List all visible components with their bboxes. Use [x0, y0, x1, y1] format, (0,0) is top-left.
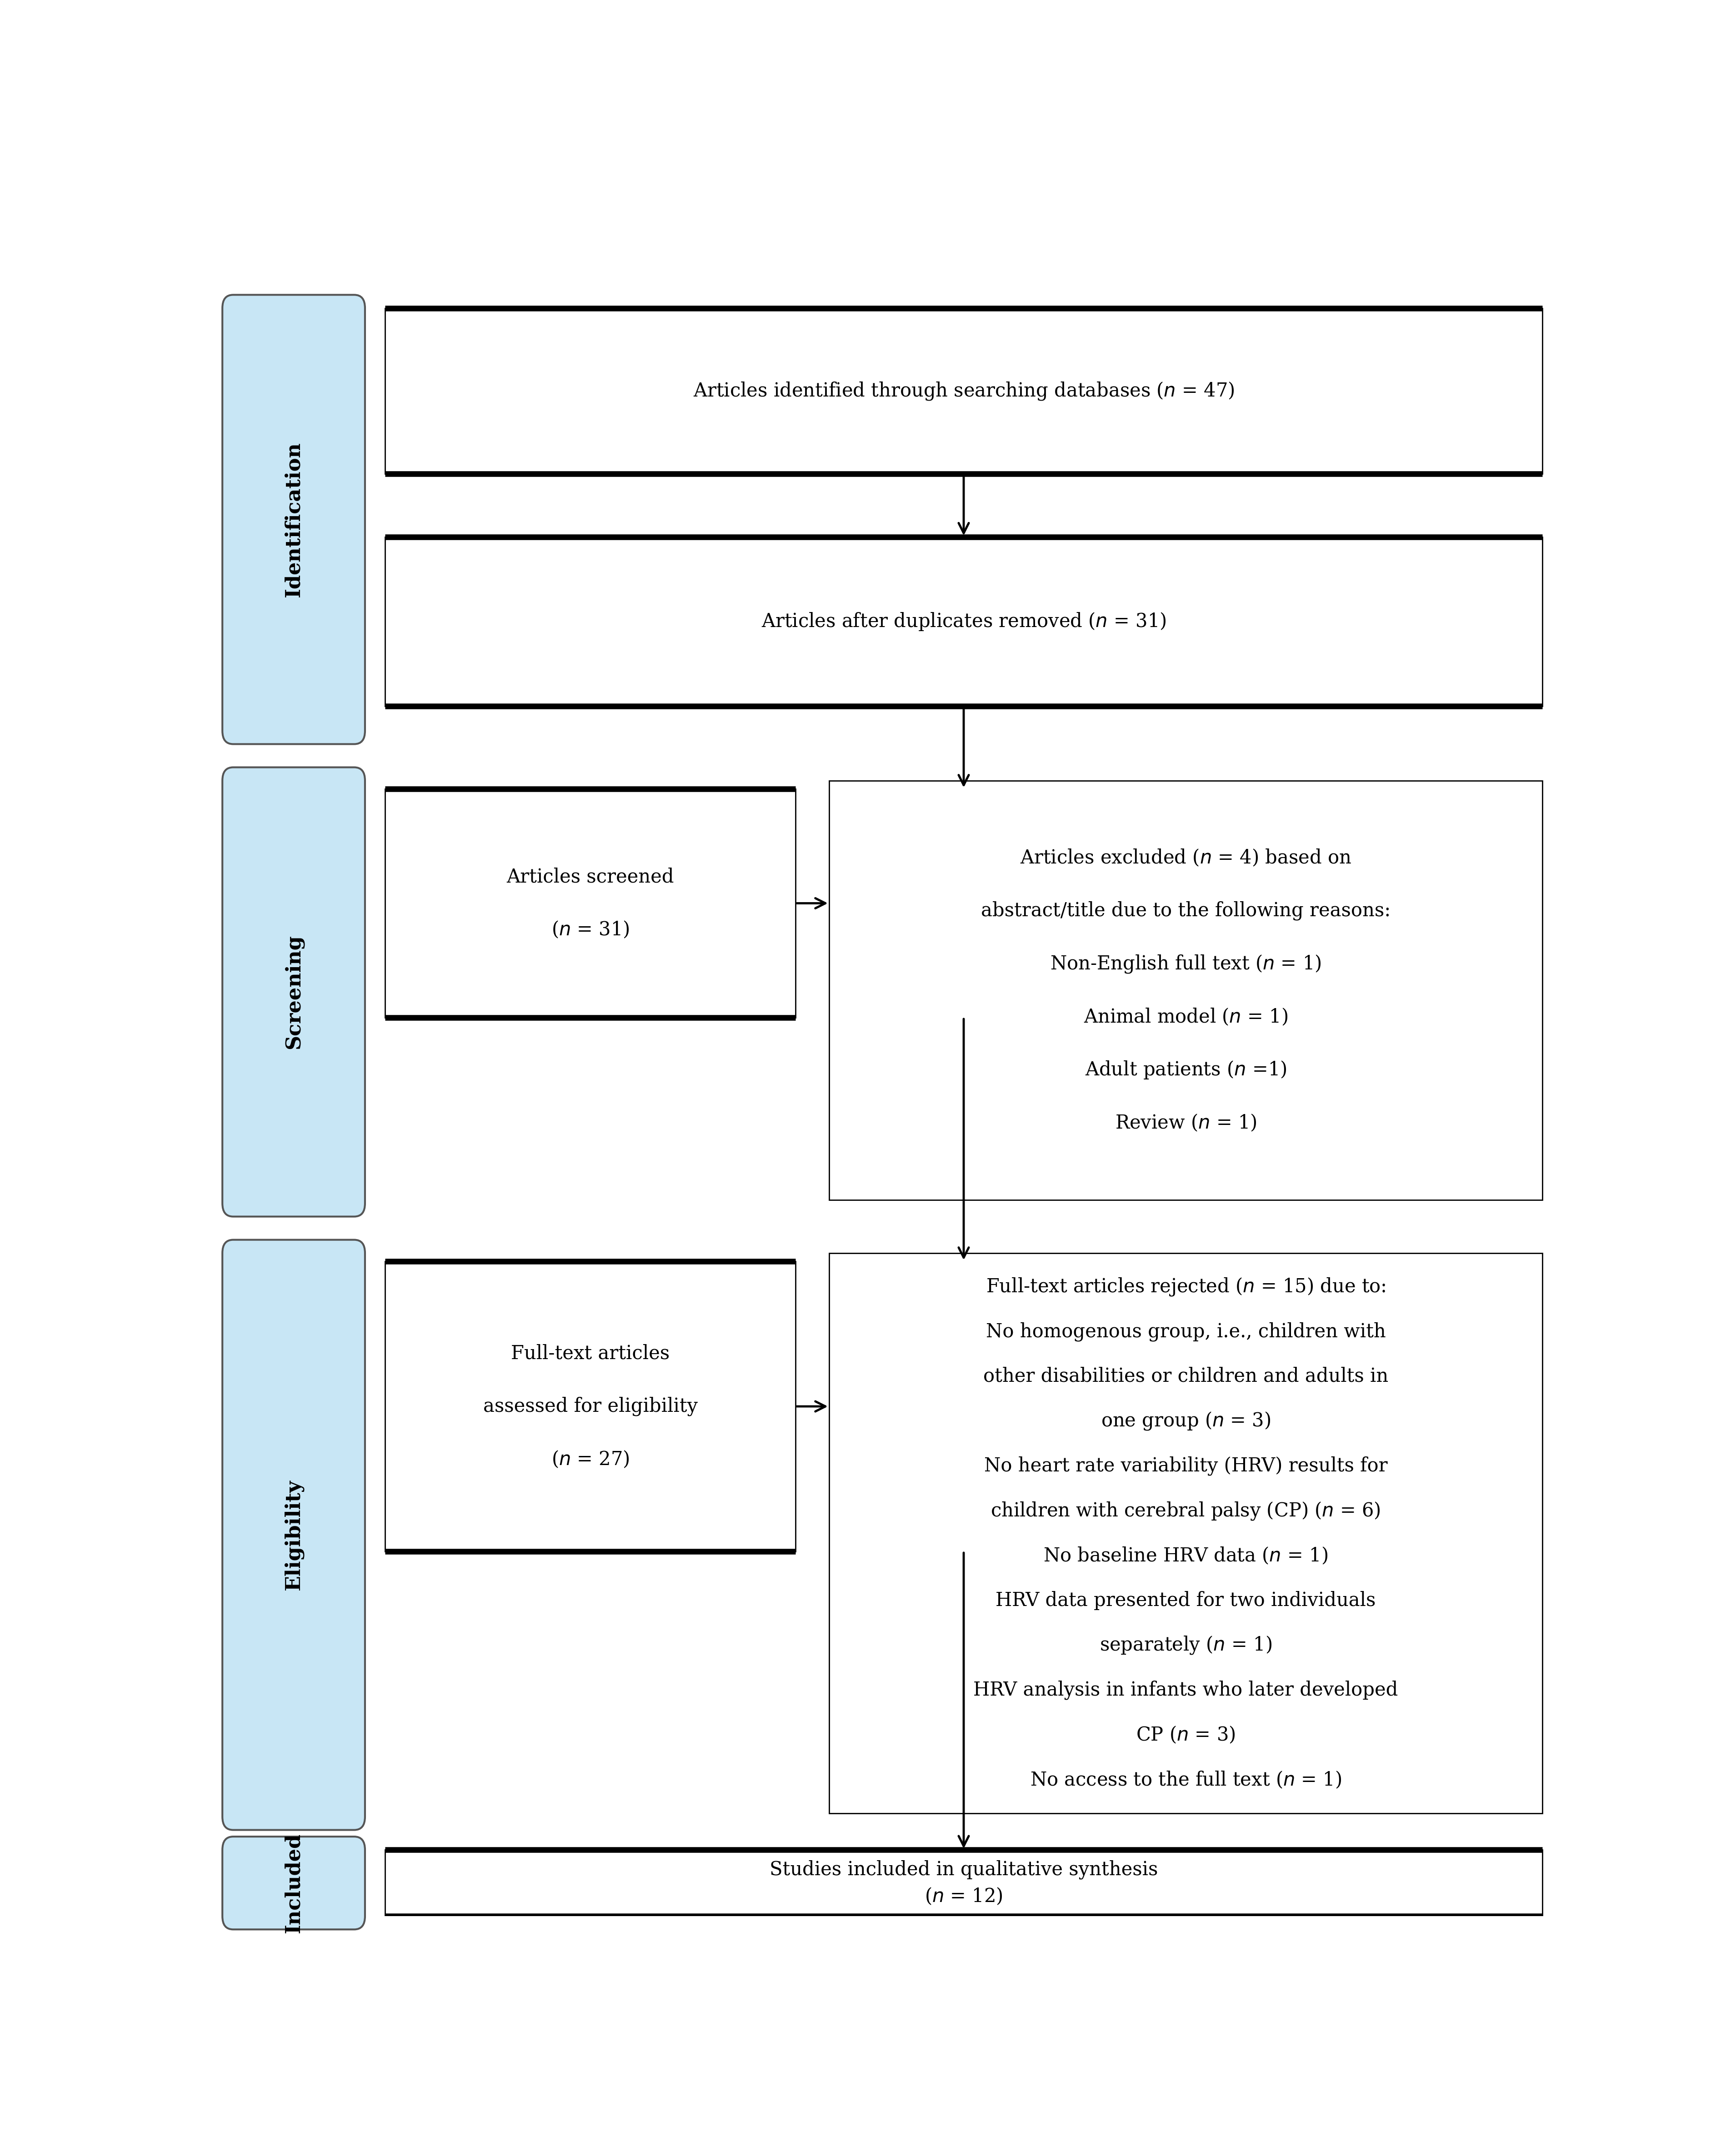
- Text: No baseline HRV data ($\mathit{n}$ = 1): No baseline HRV data ($\mathit{n}$ = 1): [1043, 1546, 1328, 1565]
- FancyBboxPatch shape: [222, 1837, 365, 1929]
- Text: abstract/title due to the following reasons:: abstract/title due to the following reas…: [981, 902, 1391, 919]
- Text: Adult patients ($\mathit{n}$ =1): Adult patients ($\mathit{n}$ =1): [1085, 1059, 1286, 1081]
- Text: No homogenous group, i.e., children with: No homogenous group, i.e., children with: [986, 1322, 1385, 1341]
- Text: other disabilities or children and adults in: other disabilities or children and adult…: [983, 1367, 1389, 1387]
- Text: separately ($\mathit{n}$ = 1): separately ($\mathit{n}$ = 1): [1099, 1634, 1272, 1656]
- Text: ($\mathit{n}$ = 27): ($\mathit{n}$ = 27): [552, 1449, 630, 1468]
- Text: Articles screened: Articles screened: [507, 868, 674, 887]
- Text: Full-text articles rejected ($\mathit{n}$ = 15) due to:: Full-text articles rejected ($\mathit{n}…: [986, 1277, 1385, 1296]
- FancyBboxPatch shape: [222, 295, 365, 745]
- Bar: [385, 308, 1542, 474]
- Text: one group ($\mathit{n}$ = 3): one group ($\mathit{n}$ = 3): [1101, 1410, 1271, 1432]
- Text: assessed for eligibility: assessed for eligibility: [483, 1397, 698, 1417]
- Bar: [830, 1253, 1542, 1813]
- Bar: [385, 536, 1542, 706]
- Text: Included: Included: [285, 1832, 304, 1933]
- Text: Full-text articles: Full-text articles: [510, 1343, 670, 1363]
- Bar: [830, 782, 1542, 1199]
- Text: HRV data presented for two individuals: HRV data presented for two individuals: [995, 1591, 1377, 1610]
- Text: Non-English full text ($\mathit{n}$ = 1): Non-English full text ($\mathit{n}$ = 1): [1050, 954, 1321, 973]
- Text: No heart rate variability (HRV) results for: No heart rate variability (HRV) results …: [984, 1455, 1387, 1475]
- Text: CP ($\mathit{n}$ = 3): CP ($\mathit{n}$ = 3): [1135, 1725, 1236, 1744]
- Text: Articles excluded ($\mathit{n}$ = 4) based on: Articles excluded ($\mathit{n}$ = 4) bas…: [1021, 848, 1351, 868]
- Text: Studies included in qualitative synthesis: Studies included in qualitative synthesi…: [769, 1860, 1158, 1880]
- Text: Articles after duplicates removed ($\mathit{n}$ = 31): Articles after duplicates removed ($\mat…: [762, 611, 1167, 631]
- Text: ($\mathit{n}$ = 31): ($\mathit{n}$ = 31): [552, 919, 630, 939]
- Text: Eligibility: Eligibility: [283, 1479, 304, 1591]
- Text: ($\mathit{n}$ = 12): ($\mathit{n}$ = 12): [925, 1886, 1003, 1905]
- Text: No access to the full text ($\mathit{n}$ = 1): No access to the full text ($\mathit{n}$…: [1029, 1770, 1342, 1789]
- Text: Review ($\mathit{n}$ = 1): Review ($\mathit{n}$ = 1): [1115, 1113, 1257, 1132]
- Bar: [385, 788, 795, 1018]
- Text: Screening: Screening: [283, 934, 304, 1049]
- Bar: [385, 1849, 1542, 1916]
- Bar: [385, 1262, 795, 1552]
- FancyBboxPatch shape: [222, 1240, 365, 1830]
- FancyBboxPatch shape: [222, 766, 365, 1216]
- Text: children with cerebral palsy (CP) ($\mathit{n}$ = 6): children with cerebral palsy (CP) ($\mat…: [991, 1501, 1380, 1522]
- Text: Identification: Identification: [285, 441, 304, 596]
- Text: Articles identified through searching databases ($\mathit{n}$ = 47): Articles identified through searching da…: [693, 381, 1234, 400]
- Text: HRV analysis in infants who later developed: HRV analysis in infants who later develo…: [974, 1681, 1397, 1699]
- Text: Animal model ($\mathit{n}$ = 1): Animal model ($\mathit{n}$ = 1): [1083, 1008, 1288, 1027]
